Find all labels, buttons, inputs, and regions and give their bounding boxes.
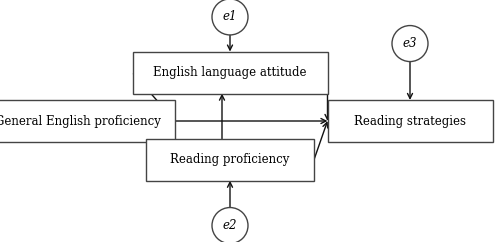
FancyArrowPatch shape: [228, 35, 232, 50]
Text: e3: e3: [403, 37, 417, 50]
FancyArrowPatch shape: [147, 121, 175, 159]
Bar: [146, 139, 314, 181]
Bar: [132, 52, 328, 94]
Ellipse shape: [212, 0, 248, 35]
Text: e1: e1: [223, 10, 238, 23]
Text: Reading proficiency: Reading proficiency: [170, 153, 290, 166]
FancyArrowPatch shape: [325, 73, 330, 120]
Ellipse shape: [212, 208, 248, 242]
Ellipse shape: [392, 26, 428, 61]
FancyArrowPatch shape: [175, 119, 326, 123]
FancyArrowPatch shape: [408, 61, 412, 98]
Text: Reading strategies: Reading strategies: [354, 114, 466, 128]
FancyArrowPatch shape: [220, 95, 224, 139]
Text: English language attitude: English language attitude: [153, 66, 307, 79]
FancyArrowPatch shape: [134, 74, 175, 121]
Bar: [0, 100, 175, 142]
FancyArrowPatch shape: [228, 182, 232, 208]
FancyArrowPatch shape: [314, 122, 328, 160]
Text: General English proficiency: General English proficiency: [0, 114, 160, 128]
Bar: [328, 100, 492, 142]
Text: e2: e2: [223, 219, 238, 232]
